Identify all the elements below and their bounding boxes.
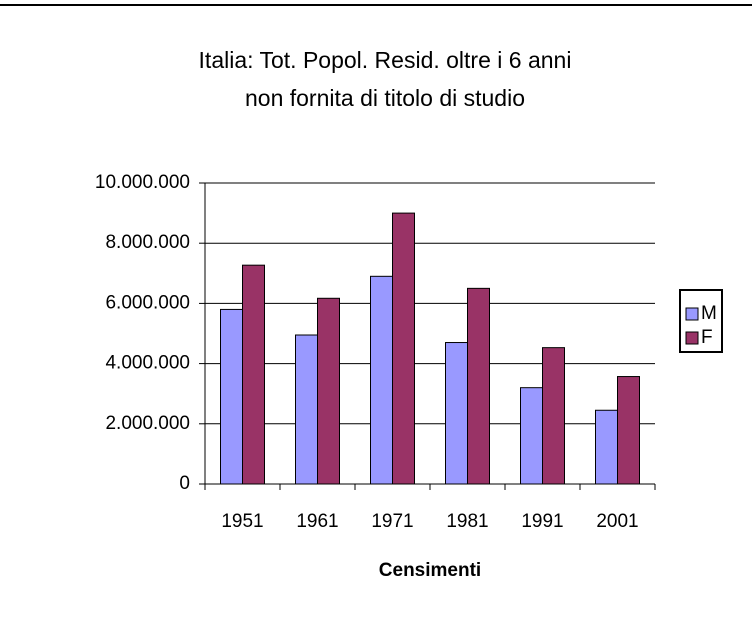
- bar: [595, 409, 618, 485]
- y-tick-label: 4.000.000: [105, 353, 190, 374]
- bar: [392, 212, 415, 485]
- bar: [520, 387, 543, 485]
- bar: [295, 334, 318, 485]
- y-tick-label: 0: [179, 473, 190, 494]
- legend-swatch: [685, 331, 699, 345]
- x-tick-label: 1971: [371, 511, 413, 532]
- bar: [467, 287, 490, 485]
- chart-title: non fornita di titolo di studio: [245, 85, 525, 111]
- y-tick-label: 6.000.000: [105, 292, 190, 313]
- x-tick-label: 2001: [596, 511, 638, 532]
- x-tick-label: 1951: [221, 511, 263, 532]
- x-tick-label: 1961: [296, 511, 338, 532]
- bar: [317, 297, 340, 485]
- bar: [617, 376, 640, 485]
- y-tick-label: 10.000.000: [95, 172, 190, 193]
- bar: [370, 275, 393, 485]
- y-tick-label: 8.000.000: [105, 232, 190, 253]
- bar: [445, 342, 468, 485]
- x-axis-label: Censimenti: [379, 560, 481, 581]
- legend-swatch: [685, 307, 699, 321]
- chart-title: Italia: Tot. Popol. Resid. oltre i 6 ann…: [199, 47, 572, 73]
- x-tick-label: 1991: [521, 511, 563, 532]
- legend-label: F: [701, 327, 713, 348]
- y-tick-label: 2.000.000: [105, 413, 190, 434]
- bar: [542, 347, 565, 485]
- bar: [242, 264, 265, 485]
- bar: [220, 308, 243, 485]
- legend-label: M: [701, 303, 717, 324]
- x-tick-label: 1981: [446, 511, 488, 532]
